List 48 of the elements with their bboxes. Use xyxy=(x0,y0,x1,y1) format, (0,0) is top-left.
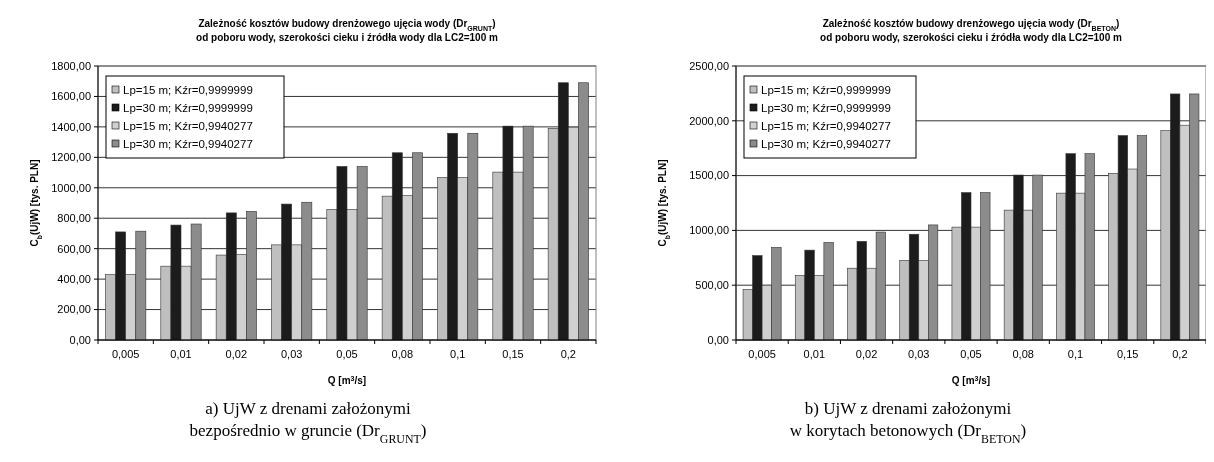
x-tick-label: 0,2 xyxy=(560,348,576,360)
x-tick-label: 0,05 xyxy=(960,348,982,360)
text: a) UjW z drenami założonymi bezpośrednio w gruncie (Dr$_{GRUNT}$) xyxy=(189,399,427,446)
y-tick-label: 800,00 xyxy=(57,212,91,225)
legend-label: Lp=15 m; Kźr=0,9940277 xyxy=(123,120,253,133)
text: b) UjW z drenami założonymi w korytach betonowych (Dr$_{BETON}$) xyxy=(789,399,1027,446)
legend-label: Lp=30 m; Kźr=0,9940277 xyxy=(123,138,253,151)
y-tick-label: 500,00 xyxy=(695,279,729,292)
y-tick-label: 200,00 xyxy=(57,303,91,316)
legend-label: Lp=15 m; Kźr=0,9999999 xyxy=(123,84,253,97)
legend-label: Lp=30 m; Kźr=0,9999999 xyxy=(761,102,891,115)
x-tick-label: 0,15 xyxy=(1116,348,1139,360)
y-tick-label: 1800,00 xyxy=(51,59,91,72)
y-tick-label: 2000,00 xyxy=(689,114,729,127)
x-tick-label: 0,03 xyxy=(280,348,303,360)
x-axis-title: Q [m$^{3}$/s] xyxy=(327,374,367,386)
x-tick-label: 0,1 xyxy=(450,348,466,360)
x-tick-label: 0,01 xyxy=(170,348,192,360)
x-tick-label: 0,005 xyxy=(748,348,776,360)
y-tick-label: 1500,00 xyxy=(689,169,729,182)
y-tick-label: 1000,00 xyxy=(689,224,729,237)
x-tick-label: 0,2 xyxy=(1172,348,1188,360)
x-tick-label: 0,005 xyxy=(111,348,140,360)
y-tick-label: 1400,00 xyxy=(51,120,91,133)
x-tick-label: 0,1 xyxy=(1067,348,1084,360)
chart-title: Zależność kosztów budowy drenżowego ujęcia wody (Dr$_{BETON}$) od poboru wody, szerokości cieku i źródła wody dla LC2=100 m xyxy=(820,18,1123,43)
x-tick-label: 0,05 xyxy=(336,348,358,360)
chart-title: Zależność kosztów budowy drenżowego ujęcia wody (Dr$_{GRUNT}$) od poboru wody, szerokości cieku i źródła wody dla LC2=100 m xyxy=(196,18,499,43)
x-tick-label: 0,03 xyxy=(908,348,930,360)
x-tick-label: 0,08 xyxy=(1012,348,1034,360)
legend-label: Lp=30 m; Kźr=0,9999999 xyxy=(123,102,253,115)
y-tick-label: 600,00 xyxy=(57,242,91,255)
y-tick-label: 400,00 xyxy=(57,272,91,285)
y-tick-label: 1000,00 xyxy=(51,181,91,194)
x-axis-title: Q [m$^{3}$/s] xyxy=(951,374,991,386)
legend-label: Lp=15 m; Kźr=0,9999999 xyxy=(761,84,891,97)
x-tick-label: 0,02 xyxy=(225,348,248,360)
legend-label: Lp=30 m; Kźr=0,9940277 xyxy=(761,138,891,151)
x-tick-label: 0,08 xyxy=(391,348,414,360)
y-tick-label: 2500,00 xyxy=(689,59,729,72)
y-tick-label: 0,00 xyxy=(69,333,91,346)
x-tick-label: 0,15 xyxy=(502,348,524,360)
x-tick-label: 0,02 xyxy=(855,348,878,360)
legend-label: Lp=15 m; Kźr=0,9940277 xyxy=(761,120,891,133)
y-tick-label: 1600,00 xyxy=(51,90,91,103)
y-tick-label: 1200,00 xyxy=(51,151,91,164)
y-tick-label: 0,00 xyxy=(707,333,729,346)
x-tick-label: 0,01 xyxy=(803,348,826,360)
